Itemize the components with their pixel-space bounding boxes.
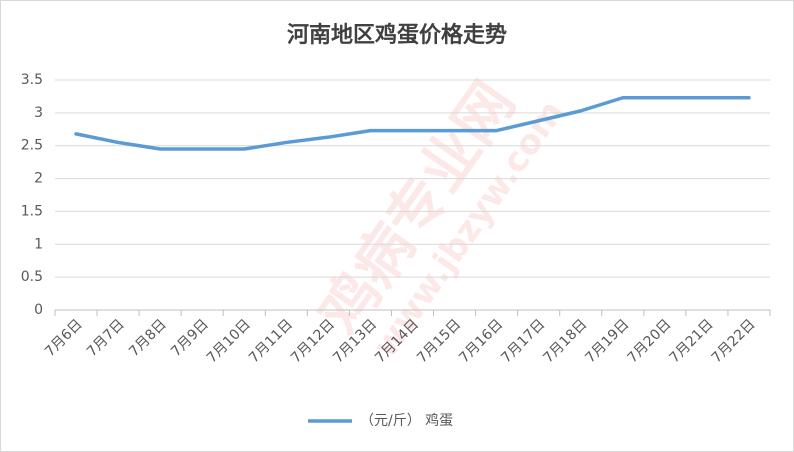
legend-label: （元/斤） 鸡蛋 [360,412,453,429]
y-tick-label: 3.5 [21,72,43,88]
y-tick-label: 3 [34,105,43,121]
y-tick-label: 0 [34,302,43,318]
y-tick-label: 2.5 [21,138,43,154]
y-tick-label: 1 [34,236,43,252]
y-tick-label: 0.5 [21,269,43,285]
chart-title: 河南地区鸡蛋价格走势 [287,22,507,48]
y-tick-label: 2 [34,171,43,187]
series-line [74,95,751,151]
y-tick-label: 1.5 [21,203,43,219]
